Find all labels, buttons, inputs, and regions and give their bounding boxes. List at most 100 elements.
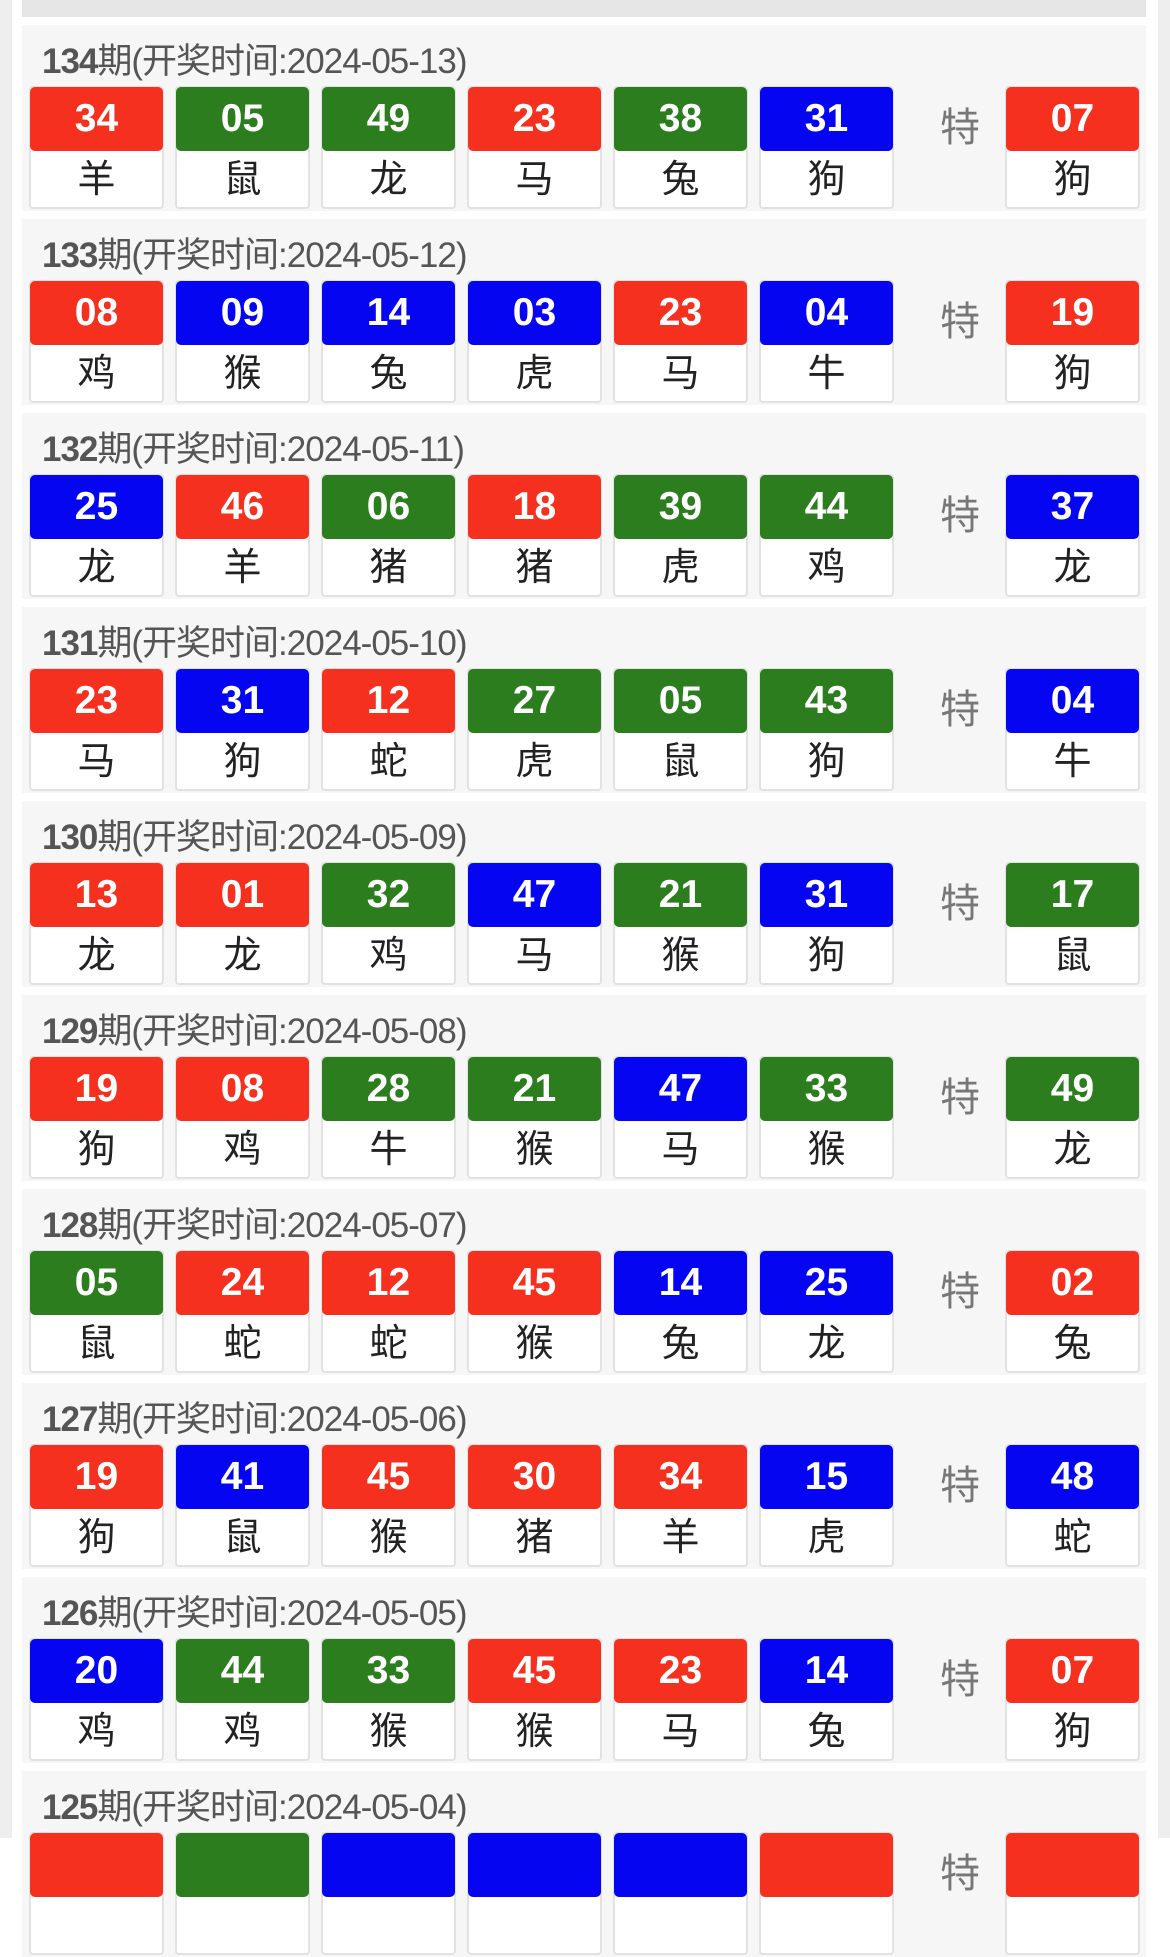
zodiac-label: 鸡	[77, 353, 116, 395]
ball-tile: 39 虎	[613, 474, 748, 597]
ball-tile: 06 猪	[321, 474, 456, 597]
ball-number: 19	[1006, 281, 1139, 345]
ball-tile: 08 鸡	[29, 280, 164, 403]
draw-title: 125期(开奖时间:2024-05-04)	[42, 1788, 467, 1827]
ball-number: 49	[1006, 1057, 1139, 1121]
zodiac-label: 马	[77, 741, 116, 783]
ball-tile: 23 马	[613, 1638, 748, 1761]
ball-tile: 23 马	[29, 668, 164, 791]
ball-number	[176, 1833, 309, 1897]
ball-number: 15	[760, 1445, 893, 1509]
ball-tile: 30 猪	[467, 1444, 602, 1567]
zodiac-label: 猴	[223, 353, 262, 395]
ball-number: 20	[30, 1639, 163, 1703]
ball-tile: 24 蛇	[175, 1250, 310, 1373]
ball-number: 45	[322, 1445, 455, 1509]
ball-tile: 38 兔	[613, 86, 748, 209]
zodiac-label: 猴	[369, 1711, 408, 1753]
zodiac-label: 兔	[661, 1323, 700, 1365]
ball-number: 03	[468, 281, 601, 345]
draw-title: 131期(开奖时间:2024-05-10)	[42, 624, 467, 663]
draw-title: 130期(开奖时间:2024-05-09)	[42, 818, 467, 857]
ball-tile: 14 兔	[613, 1250, 748, 1373]
ball-tile: 33 猴	[321, 1638, 456, 1761]
ball-tile: 45 猴	[321, 1444, 456, 1567]
zodiac-label: 牛	[1053, 741, 1092, 783]
ball-tile: 19 狗	[29, 1056, 164, 1179]
ball-tile: 13 龙	[29, 862, 164, 985]
zodiac-label: 猴	[515, 1129, 554, 1171]
draw-block: 134期(开奖时间:2024-05-13) 34 羊 05 鼠 49 龙 23 马 38 兔 31 狗 特…	[22, 25, 1146, 211]
top-bar	[22, 0, 1146, 17]
ball-number: 12	[322, 669, 455, 733]
zodiac-label: 龙	[77, 547, 116, 589]
ball-tile: 31 狗	[175, 668, 310, 791]
zodiac-label: 兔	[1053, 1323, 1092, 1365]
zodiac-label: 狗	[1053, 1711, 1092, 1753]
ball-number: 46	[176, 475, 309, 539]
special-label: 特	[940, 1852, 980, 1896]
special-ball-tile: 07 狗	[1005, 1638, 1140, 1761]
zodiac-label: 鼠	[1053, 935, 1092, 977]
zodiac-label: 鸡	[807, 547, 846, 589]
special-label: 特	[940, 1076, 980, 1120]
zodiac-label: 马	[515, 159, 554, 201]
ball-number: 06	[322, 475, 455, 539]
ball-number: 25	[30, 475, 163, 539]
zodiac-label: 鸡	[369, 935, 408, 977]
zodiac-label: 猴	[807, 1129, 846, 1171]
draw-block: 125期(开奖时间:2024-05-04) 特	[22, 1771, 1146, 1957]
zodiac-label: 狗	[1053, 353, 1092, 395]
draw-title: 128期(开奖时间:2024-05-07)	[42, 1206, 467, 1245]
ball-number: 14	[614, 1251, 747, 1315]
zodiac-label: 狗	[807, 935, 846, 977]
ball-tile: 20 鸡	[29, 1638, 164, 1761]
ball-number: 37	[1006, 475, 1139, 539]
ball-tile: 09 猴	[175, 280, 310, 403]
zodiac-label: 猪	[515, 547, 554, 589]
ball-number: 05	[30, 1251, 163, 1315]
ball-number: 19	[30, 1445, 163, 1509]
ball-tile: 12 蛇	[321, 668, 456, 791]
zodiac-label: 蛇	[1053, 1517, 1092, 1559]
ball-tile: 21 猴	[467, 1056, 602, 1179]
ball-tile: 45 猴	[467, 1250, 602, 1373]
ball-tile: 25 龙	[29, 474, 164, 597]
ball-tile: 15 虎	[759, 1444, 894, 1567]
special-ball-tile: 02 兔	[1005, 1250, 1140, 1373]
ball-tile: 12 蛇	[321, 1250, 456, 1373]
zodiac-label: 鸡	[77, 1711, 116, 1753]
zodiac-label: 虎	[515, 741, 554, 783]
ball-number: 39	[614, 475, 747, 539]
ball-number: 44	[176, 1639, 309, 1703]
zodiac-label: 狗	[77, 1129, 116, 1171]
ball-number: 31	[760, 863, 893, 927]
ball-tile: 44 鸡	[759, 474, 894, 597]
ball-tile: 01 龙	[175, 862, 310, 985]
zodiac-label: 马	[661, 1711, 700, 1753]
draw-block: 132期(开奖时间:2024-05-11) 25 龙 46 羊 06 猪 18 猪 39 虎 44 鸡 特…	[22, 413, 1146, 599]
ball-number	[30, 1833, 163, 1897]
ball-number: 44	[760, 475, 893, 539]
ball-number: 21	[614, 863, 747, 927]
ball-tile: 05 鼠	[29, 1250, 164, 1373]
draw-title: 132期(开奖时间:2024-05-11)	[42, 430, 465, 469]
ball-number: 41	[176, 1445, 309, 1509]
ball-tile: 14 兔	[759, 1638, 894, 1761]
ball-number: 17	[1006, 863, 1139, 927]
zodiac-label: 龙	[807, 1323, 846, 1365]
ball-number: 07	[1006, 1639, 1139, 1703]
ball-tile: 23 马	[613, 280, 748, 403]
zodiac-label: 鼠	[223, 1517, 262, 1559]
ball-number	[760, 1833, 893, 1897]
ball-tile: 25 龙	[759, 1250, 894, 1373]
zodiac-label: 鸡	[223, 1711, 262, 1753]
ball-number: 27	[468, 669, 601, 733]
draw-block: 131期(开奖时间:2024-05-10) 23 马 31 狗 12 蛇 27 虎 05 鼠 43 狗 特…	[22, 607, 1146, 793]
ball-tile: 04 牛	[759, 280, 894, 403]
zodiac-label: 猪	[515, 1517, 554, 1559]
draw-block: 129期(开奖时间:2024-05-08) 19 狗 08 鸡 28 牛 21 猴 47 马 33 猴 特…	[22, 995, 1146, 1181]
special-ball-tile: 07 狗	[1005, 86, 1140, 209]
ball-tile	[759, 1832, 894, 1955]
zodiac-label: 马	[515, 935, 554, 977]
